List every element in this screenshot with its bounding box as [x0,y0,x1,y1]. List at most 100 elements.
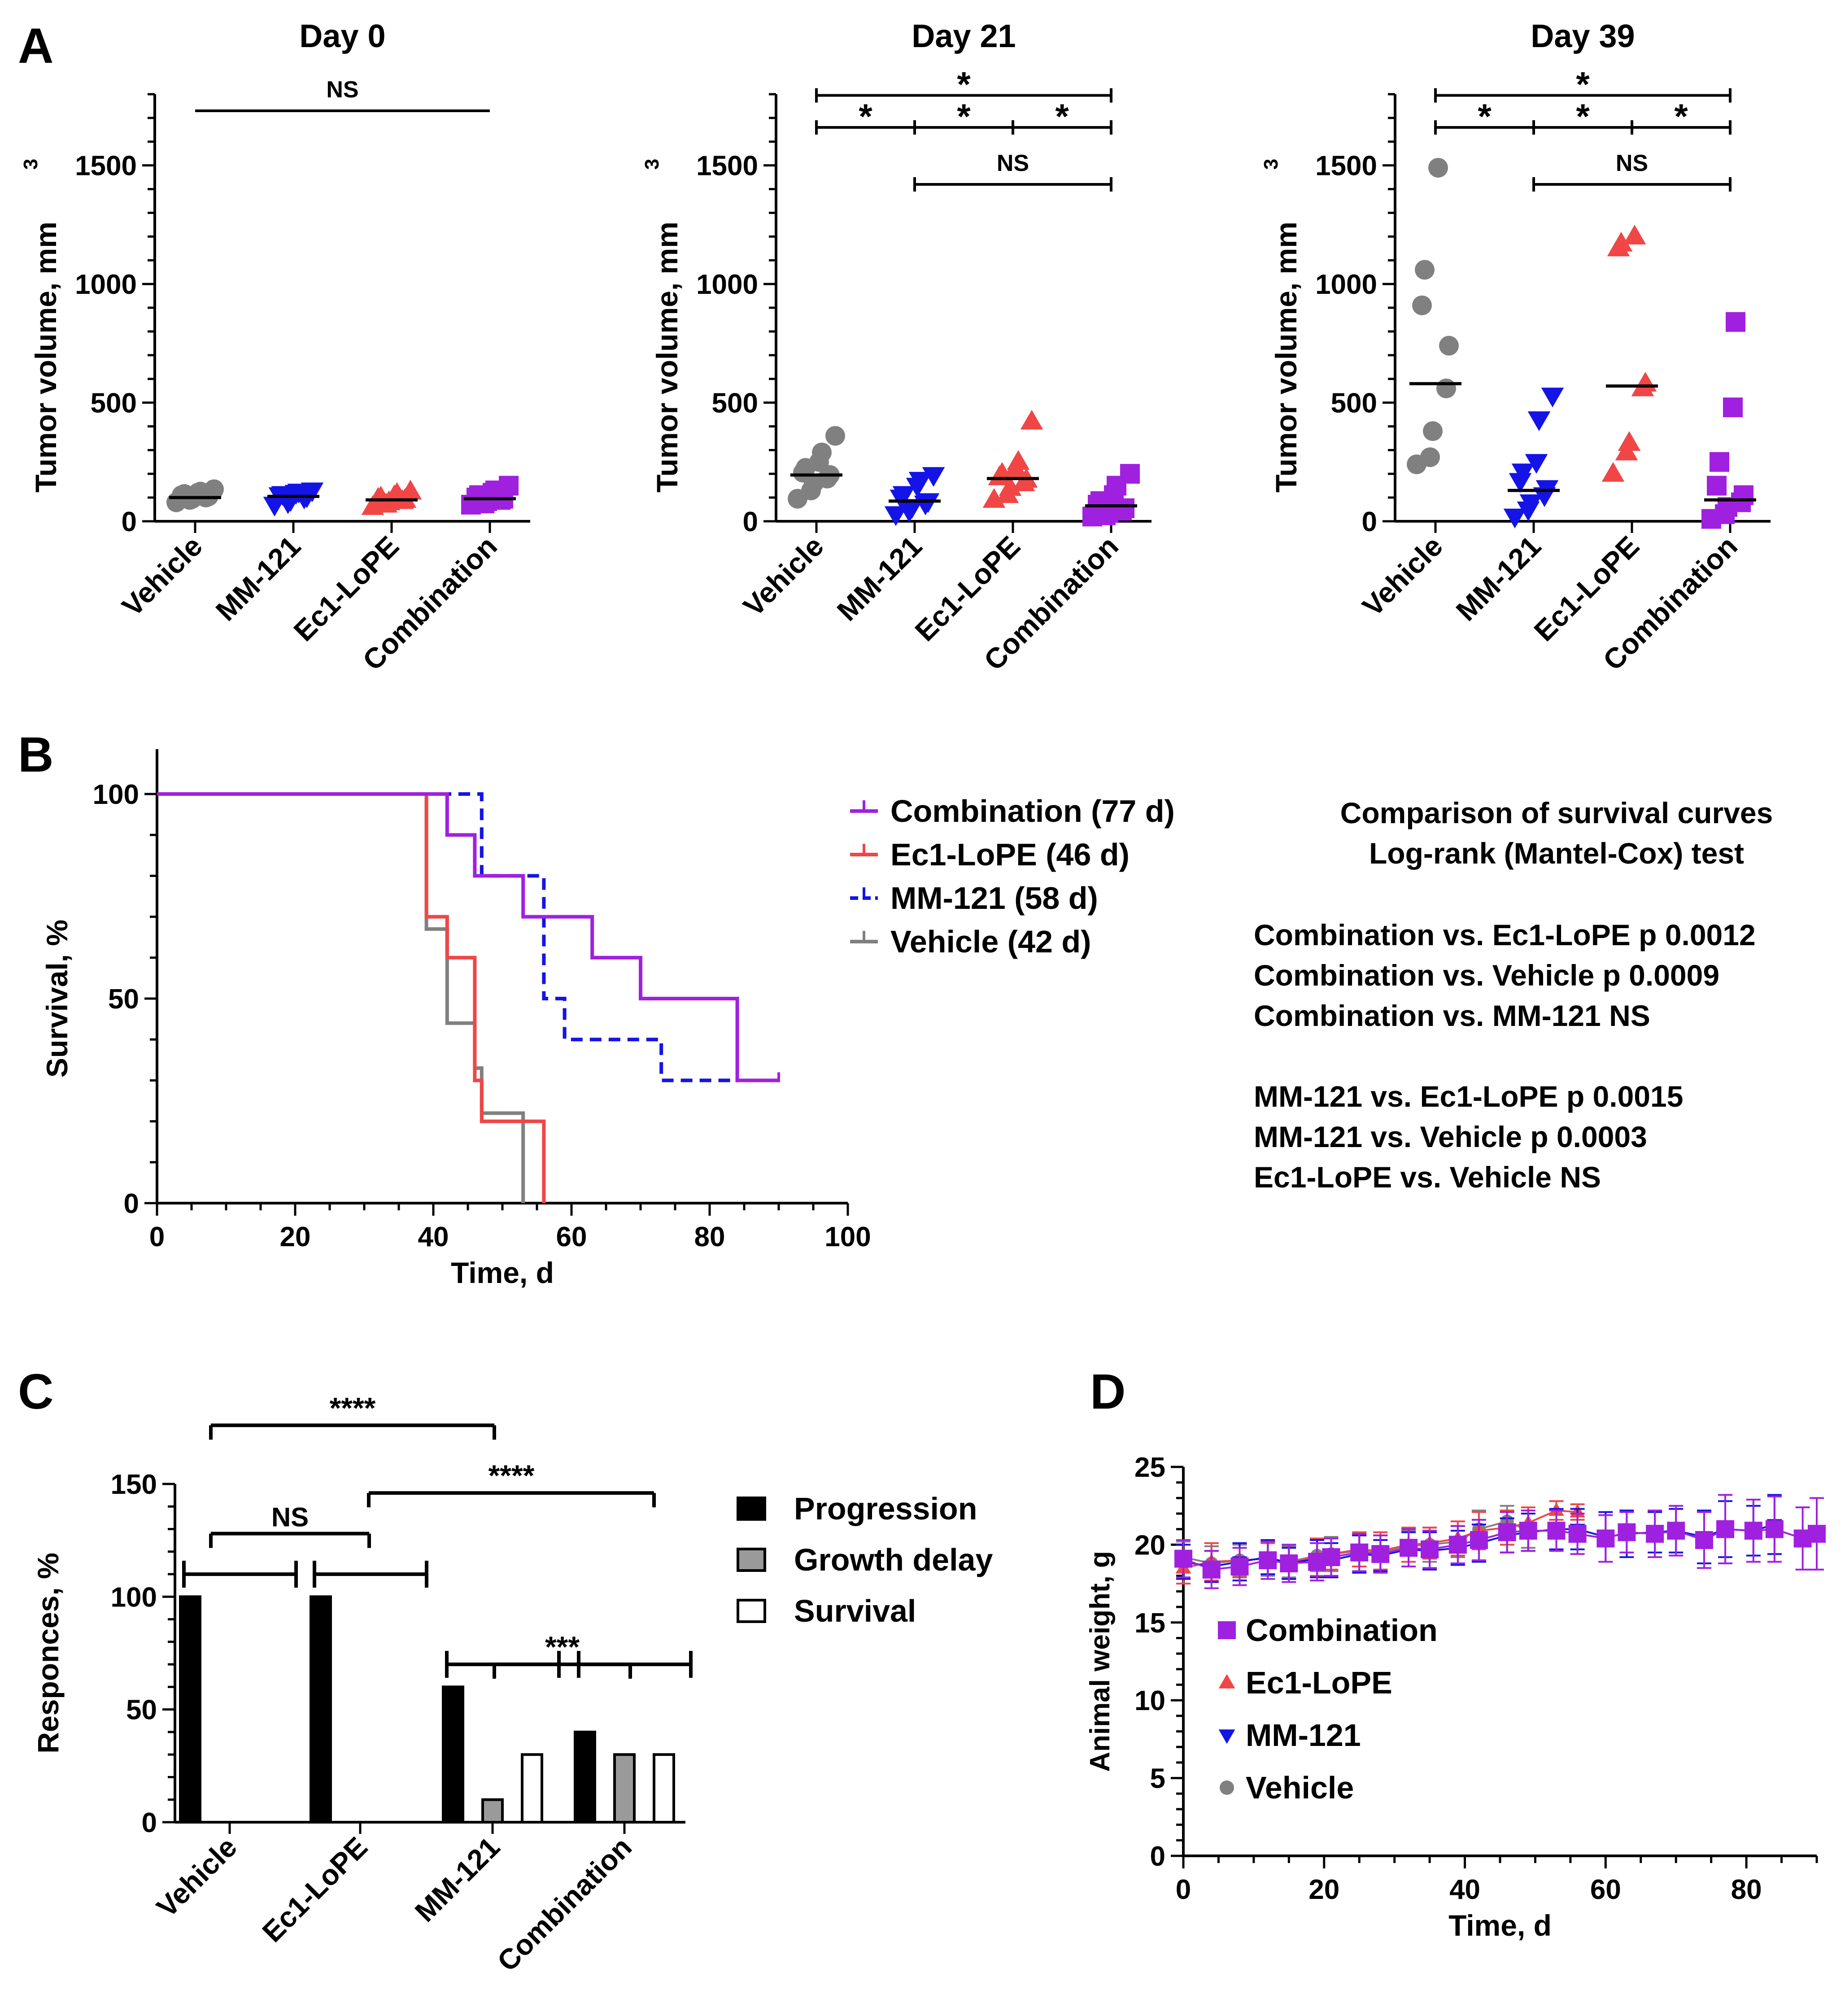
y-tick-label: 50 [108,984,139,1015]
bar-progression [442,1685,464,1824]
y-axis-label-superscript: 3 [20,159,42,170]
data-point-combination [1280,1554,1298,1573]
chart-title: Day 0 [299,18,385,54]
data-point-combination [1710,452,1729,472]
data-point-combination [1716,1520,1735,1538]
significance-label: * [1576,65,1590,104]
data-point-combination [1808,1525,1826,1543]
stats-line: Combination vs. Ec1-LoPE p 0.0012 [1254,918,1756,951]
significance-label: * [957,65,971,104]
data-point-ec1-lope [1007,450,1030,470]
legend-label: Growth delay [794,1542,993,1577]
data-point-combination [1618,1523,1636,1541]
survival-curve-ec1lope [157,792,546,1203]
data-point-vehicle [1439,336,1459,356]
data-point-mm-121 [908,471,932,492]
data-point-combination [1723,397,1743,418]
data-point-ec1-lope [1020,410,1043,430]
x-tick-label: 0 [149,1222,165,1252]
data-point-combination [1667,1522,1685,1540]
data-point-combination [499,476,519,496]
data-point-ec1-lope [399,480,422,500]
panel-a-day21-scatter: 0 500 1000 1500 Tumor volume, mm 3 Day 21 Vehic… [641,18,1151,676]
x-category-label: MM-121 [409,1831,506,1928]
legend-label: Combination [1246,1613,1438,1648]
data-point-combination [1448,1536,1467,1554]
data-point-combination [1230,1557,1249,1575]
x-tick-label: 20 [280,1222,311,1252]
data-point-ec1-lope [1618,431,1641,451]
y-tick-label: 500 [1331,388,1377,419]
y-axis-label: Responces, % [31,1553,65,1754]
x-tick-label: 0 [1176,1874,1191,1905]
data-point-combination [1371,1545,1390,1563]
legend-swatch-survival [737,1599,766,1623]
y-tick-label: 10 [1134,1685,1165,1716]
x-tick-label: 80 [694,1222,725,1252]
survival-curve-combination [157,792,779,1082]
data-point-mm-121 [1541,388,1564,408]
bar-growth-delay [613,1753,636,1824]
x-category-label: MM-121 [1450,530,1547,627]
data-point-combination [1322,1548,1340,1567]
stats-title-line: Log-rank (Mantel-Cox) test [1369,837,1744,870]
y-tick-label: 0 [142,1807,157,1838]
y-axis-label-superscript: 3 [1260,159,1282,170]
legend-label: Progression [794,1491,977,1526]
data-point-mm-121 [1527,411,1551,431]
legend-label: MM-121 [1246,1718,1361,1753]
bar-growth-delay [481,1798,504,1824]
data-point-combination [1726,312,1745,332]
x-tick-label: 100 [824,1222,871,1252]
legend-label: Combination (77 d) [890,794,1175,829]
data-point-combination [1744,1522,1762,1540]
stats-line: MM-121 vs. Ec1-LoPE p 0.0015 [1254,1080,1683,1113]
y-tick-label: 1500 [1315,151,1377,182]
data-point-ec1-lope [1609,231,1633,252]
panel-a-day39-scatter: 0 500 1000 1500 Tumor volume, mm 3 Day 39 Vehic… [1260,18,1771,676]
significance-label: **** [489,1459,535,1492]
y-tick-label: 100 [93,779,139,810]
legend-label: MM-121 (58 d) [890,881,1098,916]
stats-line: Combination vs. Vehicle p 0.0009 [1254,959,1719,992]
y-tick-label: 1500 [696,151,758,182]
stats-title-line: Comparison of survival curves [1340,796,1773,829]
x-category-label: Vehicle [1356,530,1449,623]
data-point-combination [1646,1525,1664,1543]
data-point-vehicle [1428,157,1448,178]
data-point-mm-121 [1511,463,1535,484]
legend-label: Survival [794,1593,916,1628]
stats-line: MM-121 vs. Vehicle p 0.0003 [1254,1120,1647,1153]
significance-label: * [1576,96,1590,136]
data-point-combination [1470,1531,1488,1549]
data-point-combination [1174,1549,1192,1568]
significance-label: * [859,96,872,136]
x-axis-label: Time, d [1448,1909,1552,1942]
y-tick-label: 500 [91,388,137,419]
legend-marker-mm121 [1218,1729,1235,1744]
legend-label: Vehicle [1246,1770,1354,1805]
bar-progression [179,1595,201,1824]
x-tick-label: 60 [1590,1874,1621,1905]
data-point-mm-121 [884,506,907,526]
data-point-combination [1707,476,1727,496]
y-tick-label: 1000 [75,269,137,300]
legend-swatch-progression [737,1497,766,1521]
data-point-mm-121 [892,486,916,506]
data-point-mm-121 [922,467,945,487]
data-point-ec1-lope [1634,371,1657,392]
legend-label: Ec1-LoPE (46 d) [890,837,1130,872]
x-category-label: MM-121 [831,530,928,627]
significance-label: *** [545,1630,580,1663]
y-tick-label: 0 [1362,506,1377,537]
survival-curve-mm121 [157,792,737,1082]
data-point-combination [1695,1531,1713,1549]
legend-marker-ec1lope [1218,1674,1235,1689]
y-tick-label: 0 [1150,1841,1165,1872]
y-tick-label: 1000 [1315,269,1377,300]
bar-progression [310,1595,332,1824]
y-tick-label: 20 [1134,1530,1165,1561]
panel-d-weight-chart: D 0 20 40 60 80 0 5 10 15 20 25 Time, d Animal weight… [1085,1364,1826,1942]
y-tick-label: 25 [1134,1452,1165,1483]
